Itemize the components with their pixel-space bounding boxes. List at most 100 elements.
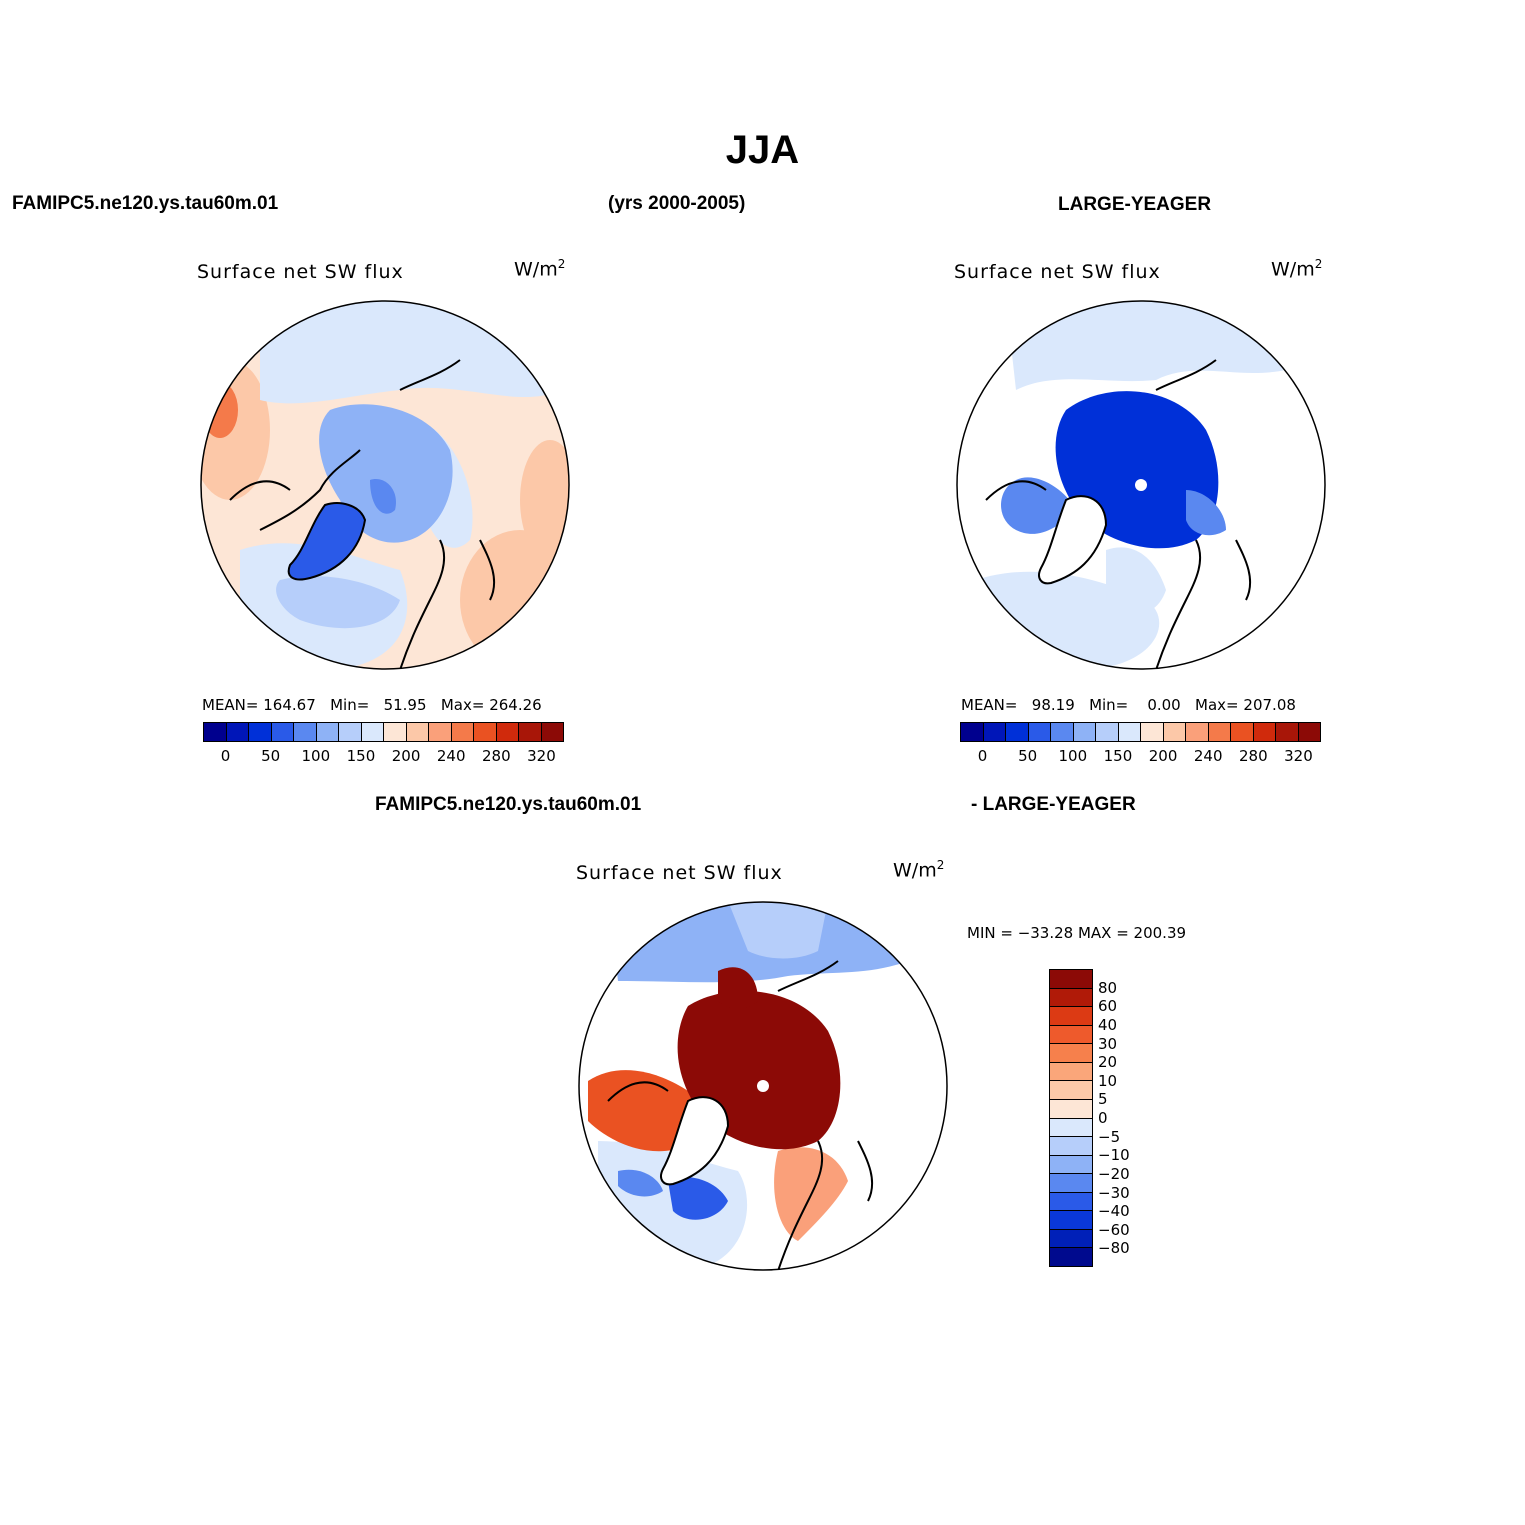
colorbar-swatch: [1141, 723, 1164, 741]
colorbar-swatch: [474, 723, 497, 741]
colorbar-swatch: [249, 723, 272, 741]
colorbar-swatch: [361, 723, 384, 741]
colorbar-tick-label: 0: [1098, 1109, 1108, 1127]
header-obs-name: LARGE-YEAGER: [1058, 194, 1212, 215]
colorbar-swatch: [1050, 988, 1092, 1008]
colorbar-tick-label: 0: [977, 747, 988, 765]
colorbar-tick-label: −40: [1098, 1202, 1130, 1221]
colorbar-swatch: [1028, 723, 1051, 741]
colorbar-swatch: [961, 723, 984, 741]
colorbar-tick-label: 100: [1058, 747, 1088, 765]
colorbar-swatch: [406, 723, 429, 741]
stats-model: MEAN= 164.67 Min= 51.95 Max= 264.26: [202, 696, 542, 714]
panel-title-obs: Surface net SW flux: [954, 261, 1161, 283]
colorbar-tick-label: 50: [1018, 747, 1038, 765]
colorbar-swatch: [339, 723, 362, 741]
colorbar-swatch: [1050, 1248, 1092, 1266]
figure-title: JJA: [725, 128, 800, 172]
header-case-name: FAMIPC5.ne120.ys.tau60m.01: [12, 193, 279, 214]
colorbar-tick-label: 100: [301, 747, 331, 765]
colorbar-swatch: [1050, 1099, 1092, 1119]
colorbar-tick-label: 20: [1098, 1053, 1118, 1072]
colorbar-swatch: [384, 723, 407, 741]
polar-map-difference: [578, 901, 948, 1271]
colorbar-swatch: [1231, 723, 1254, 741]
colorbar-swatch: [1050, 1192, 1092, 1212]
colorbar-tick-label: 240: [1193, 747, 1223, 765]
colorbar-tick-label: 0: [220, 747, 231, 765]
polar-map-obs: [956, 300, 1326, 670]
colorbar-swatch: [1276, 723, 1299, 741]
colorbar-tick-label: 320: [527, 747, 556, 765]
colorbar-tick-label: −60: [1098, 1220, 1130, 1239]
colorbar-tick-label: 50: [261, 747, 281, 765]
panel-units-obs: W/m2: [1271, 257, 1323, 281]
colorbar-swatch: [1050, 970, 1092, 989]
colorbar-tick-label: 280: [1238, 747, 1268, 765]
colorbar-swatch: [451, 723, 474, 741]
colorbar-tick-label: 80: [1098, 978, 1118, 997]
panel-title-diff: Surface net SW flux: [576, 862, 783, 884]
panel-units-model: W/m2: [514, 257, 566, 281]
colorbar-swatch: [1050, 1007, 1092, 1026]
colorbar-swatch: [1253, 723, 1276, 741]
colorbar-tick-label: 320: [1284, 747, 1313, 765]
colorbar-swatch: [1050, 1155, 1092, 1175]
colorbar-tick-label: 150: [346, 747, 376, 765]
colorbar-swatch: [1050, 1044, 1092, 1063]
panel-title-model: Surface net SW flux: [197, 261, 404, 283]
colorbar-obs: [960, 722, 1321, 742]
colorbar-ticks-model: 0 50 100 150 200 240 280 320: [203, 747, 564, 767]
colorbar-swatch: [204, 723, 227, 741]
colorbar-swatch: [1050, 1025, 1092, 1045]
colorbar-tick-label: −30: [1098, 1183, 1130, 1202]
colorbar-swatch: [1050, 1118, 1092, 1138]
colorbar-swatch: [496, 723, 519, 741]
colorbar-swatch: [983, 723, 1006, 741]
colorbar-swatch: [1118, 723, 1141, 741]
colorbar-tick-label: −5: [1098, 1127, 1121, 1146]
colorbar-swatch: [1050, 1174, 1092, 1193]
colorbar-swatch: [1051, 723, 1074, 741]
diff-minmax: MIN = −33.28 MAX = 200.39: [967, 924, 1187, 942]
colorbar-difference: [1049, 969, 1093, 1267]
colorbar-tick-label: −10: [1098, 1146, 1130, 1165]
colorbar-swatch: [1298, 723, 1320, 741]
colorbar-swatch: [294, 723, 317, 741]
colorbar-swatch: [1050, 1229, 1092, 1249]
colorbar-swatch: [1050, 1211, 1092, 1230]
colorbar-swatch: [1050, 1062, 1092, 1082]
colorbar-tick-label: 60: [1098, 997, 1118, 1016]
colorbar-tick-label: 5: [1098, 1090, 1108, 1109]
colorbar-tick-label: −80: [1098, 1239, 1130, 1258]
diff-header-obs: - LARGE-YEAGER: [971, 794, 1136, 815]
colorbar-swatch: [1006, 723, 1029, 741]
colorbar-swatch: [1163, 723, 1186, 741]
colorbar-tick-label: 200: [1148, 747, 1178, 765]
colorbar-tick-label: −20: [1098, 1164, 1130, 1183]
colorbar-swatch: [519, 723, 542, 741]
colorbar-swatch: [226, 723, 249, 741]
stats-obs: MEAN= 98.19 Min= 0.00 Max= 207.08: [961, 696, 1296, 714]
polar-map-model: [200, 300, 570, 670]
colorbar-tick-label: 10: [1098, 1071, 1118, 1090]
colorbar-tick-label: 240: [436, 747, 466, 765]
colorbar-swatch: [316, 723, 339, 741]
colorbar-swatch: [1050, 1137, 1092, 1156]
panel-units-diff: W/m2: [893, 858, 945, 882]
colorbar-swatch: [1186, 723, 1209, 741]
colorbar-ticks-obs: 0 50 100 150 200 240 280 320: [960, 747, 1321, 767]
colorbar-tick-label: 280: [481, 747, 511, 765]
colorbar-swatch: [541, 723, 563, 741]
colorbar-tick-label: 40: [1098, 1015, 1118, 1034]
colorbar-tick-label: 200: [391, 747, 421, 765]
colorbar-swatch: [1050, 1081, 1092, 1100]
colorbar-tick-label: 30: [1098, 1034, 1118, 1053]
colorbar-tick-label: 150: [1103, 747, 1133, 765]
colorbar-model: [203, 722, 564, 742]
colorbar-swatch: [1208, 723, 1231, 741]
colorbar-swatch: [271, 723, 294, 741]
diff-header-case: FAMIPC5.ne120.ys.tau60m.01: [375, 794, 642, 815]
colorbar-swatch: [429, 723, 452, 741]
colorbar-swatch: [1096, 723, 1119, 741]
